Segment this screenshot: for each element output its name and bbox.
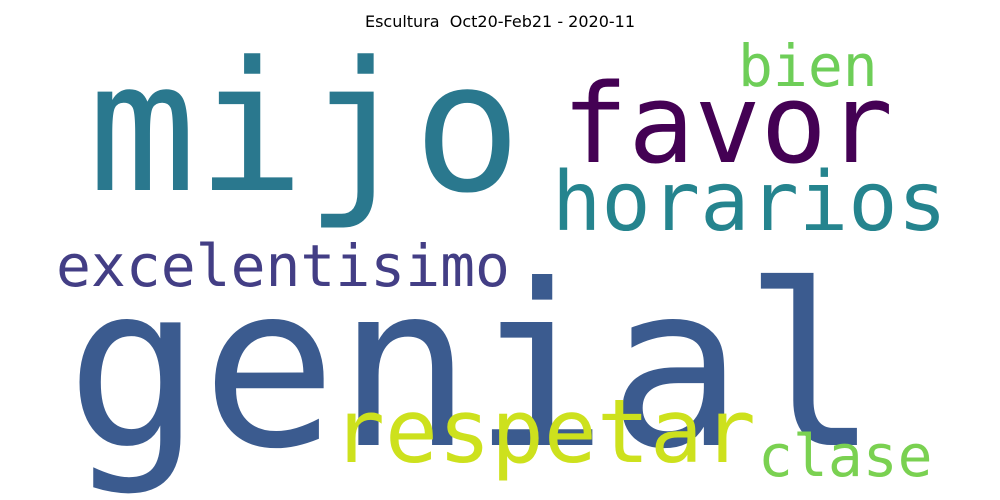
word-favor: favor [562,60,893,188]
word-respetar: respetar [332,380,756,483]
word-mijo: mijo [88,24,521,233]
word-bien: bien [738,32,878,100]
word-clase: clase [758,422,933,490]
word-excelentisimo: excelentisimo [56,232,510,300]
word-genial: genial [66,237,879,499]
word-horarios: horarios [552,155,947,250]
chart-title: Escultura Oct20-Feb21 - 2020-11 [364,12,636,31]
